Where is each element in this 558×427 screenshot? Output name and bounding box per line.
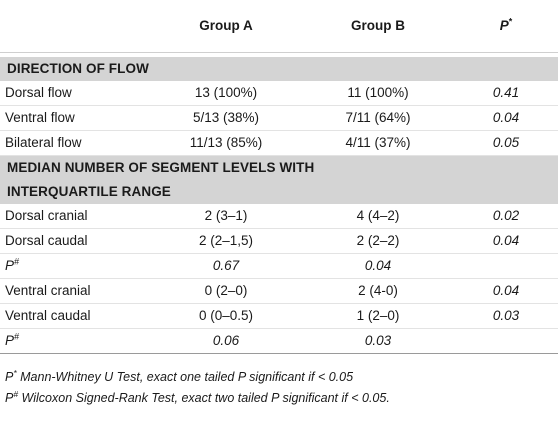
footnote-symbol: P bbox=[5, 370, 14, 384]
footnote-symbol: P bbox=[5, 391, 14, 405]
p-value: 0.04 bbox=[454, 105, 558, 131]
table-row: Ventral caudal 0 (0–0.5) 1 (2–0) 0.03 bbox=[0, 303, 558, 329]
table-row: Ventral flow 5/13 (38%) 7/11 (64%) 0.04 bbox=[0, 105, 558, 131]
group-b-value: 11 (100%) bbox=[302, 80, 454, 106]
group-b-value: 7/11 (64%) bbox=[302, 105, 454, 131]
group-a-value: 2 (2–1,5) bbox=[150, 228, 302, 254]
group-a-value: 0.67 bbox=[150, 253, 302, 279]
p-value: 0.02 bbox=[454, 203, 558, 229]
footnote-text: Wilcoxon Signed-Rank Test, exact two tai… bbox=[18, 391, 390, 405]
row-label: P# bbox=[0, 253, 150, 279]
p-sup: # bbox=[14, 256, 20, 266]
group-b-value: 4/11 (37%) bbox=[302, 130, 454, 156]
header-group-b: Group B bbox=[302, 0, 454, 53]
group-b-value: 0.04 bbox=[302, 253, 454, 279]
p-value: 0.04 bbox=[454, 278, 558, 304]
section-median-segment-levels: MEDIAN NUMBER OF SEGMENT LEVELS WITH bbox=[0, 155, 558, 180]
table-row: Bilateral flow 11/13 (85%) 4/11 (37%) 0.… bbox=[0, 130, 558, 156]
p-value: 0.04 bbox=[454, 228, 558, 254]
row-label: Ventral cranial bbox=[0, 278, 150, 304]
footnote-sup: * bbox=[13, 367, 17, 378]
group-a-value: 13 (100%) bbox=[150, 80, 302, 106]
group-b-value: 2 (2–2) bbox=[302, 228, 454, 254]
table-row: Dorsal flow 13 (100%) 11 (100%) 0.41 bbox=[0, 80, 558, 106]
p-value: 0.41 bbox=[454, 80, 558, 106]
row-label: Ventral flow bbox=[0, 105, 150, 131]
table-row: Dorsal caudal 2 (2–1,5) 2 (2–2) 0.04 bbox=[0, 228, 558, 254]
results-table: Group A Group B P* DIRECTION OF FLOW Dor… bbox=[0, 0, 558, 354]
section-median-segment-levels-2: INTERQUARTILE RANGE bbox=[0, 179, 558, 204]
group-a-value: 0 (2–0) bbox=[150, 278, 302, 304]
section-title-line2: INTERQUARTILE RANGE bbox=[0, 179, 558, 204]
group-b-value: 4 (4–2) bbox=[302, 203, 454, 229]
p-symbol: P bbox=[5, 332, 15, 348]
table-row: P# 0.67 0.04 bbox=[0, 253, 558, 279]
p-value bbox=[454, 253, 558, 279]
group-a-value: 0 (0–0.5) bbox=[150, 303, 302, 329]
table-row: P# 0.06 0.03 bbox=[0, 328, 558, 354]
p-sup: # bbox=[14, 331, 20, 341]
section-title: DIRECTION OF FLOW bbox=[0, 56, 558, 81]
row-label: Dorsal cranial bbox=[0, 203, 150, 229]
group-b-value: 1 (2–0) bbox=[302, 303, 454, 329]
table-row: Dorsal cranial 2 (3–1) 4 (4–2) 0.02 bbox=[0, 203, 558, 229]
group-a-value: 5/13 (38%) bbox=[150, 105, 302, 131]
section-direction-of-flow: DIRECTION OF FLOW bbox=[0, 56, 558, 81]
row-label: Ventral caudal bbox=[0, 303, 150, 329]
footnote-sup: # bbox=[13, 388, 19, 399]
group-b-value: 2 (4-0) bbox=[302, 278, 454, 304]
section-title-line1: MEDIAN NUMBER OF SEGMENT LEVELS WITH bbox=[0, 155, 558, 180]
group-a-value: 2 (3–1) bbox=[150, 203, 302, 229]
row-label: Bilateral flow bbox=[0, 130, 150, 156]
header-row: Group A Group B P* bbox=[0, 0, 558, 53]
table-footnotes: P* Mann-Whitney U Test, exact one tailed… bbox=[5, 367, 390, 409]
table-row: Ventral cranial 0 (2–0) 2 (4-0) 0.04 bbox=[0, 278, 558, 304]
row-label: Dorsal flow bbox=[0, 80, 150, 106]
p-value: 0.03 bbox=[454, 303, 558, 329]
footnote-mann-whitney: P* Mann-Whitney U Test, exact one tailed… bbox=[5, 367, 390, 388]
header-p-symbol: P bbox=[499, 17, 509, 33]
results-table-container: Group A Group B P* DIRECTION OF FLOW Dor… bbox=[0, 0, 558, 354]
row-label: Dorsal caudal bbox=[0, 228, 150, 254]
header-empty bbox=[0, 0, 150, 53]
header-p-sup: * bbox=[508, 16, 513, 27]
footnote-wilcoxon: P# Wilcoxon Signed-Rank Test, exact two … bbox=[5, 388, 390, 409]
p-value bbox=[454, 328, 558, 354]
footnote-text: Mann-Whitney U Test, exact one tailed P … bbox=[16, 370, 354, 384]
group-a-value: 11/13 (85%) bbox=[150, 130, 302, 156]
header-p: P* bbox=[454, 0, 558, 53]
group-b-value: 0.03 bbox=[302, 328, 454, 354]
row-label: P# bbox=[0, 328, 150, 354]
p-value: 0.05 bbox=[454, 130, 558, 156]
header-group-a: Group A bbox=[150, 0, 302, 53]
group-a-value: 0.06 bbox=[150, 328, 302, 354]
p-symbol: P bbox=[5, 257, 15, 273]
